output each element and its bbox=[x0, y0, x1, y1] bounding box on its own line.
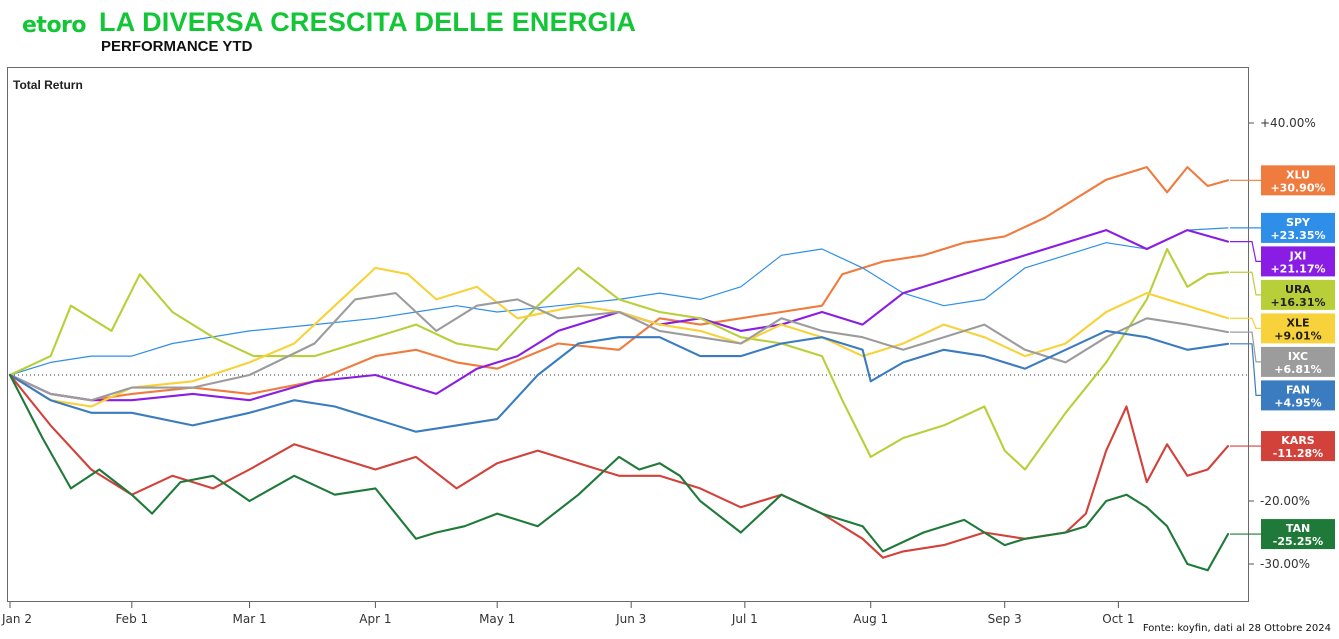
series-line-xlu bbox=[8, 166, 1230, 402]
badge-value-jxi: +21.17% bbox=[1270, 262, 1325, 275]
badge-name-ura: URA bbox=[1285, 283, 1311, 296]
series-line-tan bbox=[8, 373, 1230, 572]
series-line-kars bbox=[8, 373, 1230, 559]
x-tick-label-1: Feb 1 bbox=[115, 612, 148, 626]
badge-connector-jxi bbox=[1230, 241, 1261, 262]
x-tick-label-6: Jul 1 bbox=[731, 612, 758, 626]
badge-connector-ura bbox=[1230, 271, 1261, 296]
badge-xlu bbox=[1261, 165, 1335, 196]
badge-value-xlu: +30.90% bbox=[1270, 181, 1325, 194]
badge-value-tan: -25.25% bbox=[1273, 535, 1323, 548]
badge-name-kars: KARS bbox=[1281, 434, 1315, 447]
badge-tan bbox=[1261, 519, 1335, 550]
badge-connector-fan bbox=[1230, 343, 1261, 396]
badge-connector-xle bbox=[1230, 317, 1261, 329]
badge-name-jxi: JXI bbox=[1289, 249, 1307, 262]
badge-value-kars: -11.28% bbox=[1273, 447, 1323, 460]
badge-xle bbox=[1261, 313, 1335, 344]
x-tick-label-9: Oct 1 bbox=[1102, 612, 1134, 626]
series-line-ura bbox=[8, 247, 1230, 471]
x-tick-label-4: May 1 bbox=[479, 612, 515, 626]
series-line-xle bbox=[8, 266, 1230, 408]
badge-jxi bbox=[1261, 246, 1335, 277]
series-line-spy bbox=[9, 227, 1229, 376]
source-note: Fonte: koyfin, dati al 28 Ottobre 2024 bbox=[1142, 623, 1331, 634]
badge-value-ixc: +6.81% bbox=[1274, 363, 1321, 376]
badge-name-xlu: XLU bbox=[1286, 168, 1310, 181]
y-tick-label-1: -20.00% bbox=[1260, 494, 1310, 508]
x-tick-label-0: Jan 2 bbox=[1, 612, 32, 626]
badge-value-ura: +16.31% bbox=[1270, 296, 1325, 309]
x-tick-label-3: Apr 1 bbox=[359, 612, 391, 626]
x-tick-label-5: Jun 3 bbox=[615, 612, 646, 626]
chart-label: Total Return bbox=[13, 78, 83, 92]
header: etoro LA DIVERSA CRESCITA DELLE ENERGIA … bbox=[0, 0, 1339, 66]
badge-name-tan: TAN bbox=[1286, 522, 1310, 535]
badge-name-ixc: IXC bbox=[1288, 350, 1308, 363]
badge-value-fan: +4.95% bbox=[1274, 396, 1321, 409]
badge-name-fan: FAN bbox=[1286, 383, 1310, 396]
page-title: LA DIVERSA CRESCITA DELLE ENERGIA bbox=[99, 7, 637, 37]
x-tick-label-2: Mar 1 bbox=[232, 612, 266, 626]
x-tick-label-7: Aug 1 bbox=[853, 612, 888, 626]
badge-name-xle: XLE bbox=[1286, 316, 1309, 329]
etoro-logo: etoro bbox=[22, 13, 87, 38]
badge-kars bbox=[1261, 431, 1335, 462]
badge-ixc bbox=[1261, 346, 1335, 377]
badge-name-spy: SPY bbox=[1286, 216, 1311, 229]
series-line-ixc bbox=[8, 292, 1230, 402]
y-tick-label-2: -30.00% bbox=[1260, 557, 1310, 571]
badge-ura bbox=[1261, 279, 1335, 310]
badge-connector-ixc bbox=[1230, 331, 1261, 363]
badge-value-spy: +23.35% bbox=[1270, 229, 1325, 242]
x-tick-label-8: Sep 3 bbox=[988, 612, 1022, 626]
page-subtitle: PERFORMANCE YTD bbox=[101, 38, 253, 55]
y-tick-label-0: +40.00% bbox=[1260, 116, 1316, 130]
badge-spy bbox=[1261, 212, 1335, 243]
badge-value-xle: +9.01% bbox=[1274, 329, 1321, 342]
badge-fan bbox=[1261, 380, 1335, 411]
chart-frame bbox=[7, 67, 1249, 602]
series-line-fan bbox=[8, 329, 1230, 433]
